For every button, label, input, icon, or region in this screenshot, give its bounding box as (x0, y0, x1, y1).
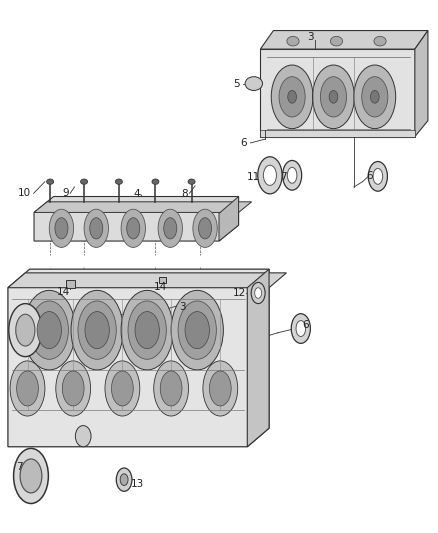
Ellipse shape (254, 288, 261, 298)
Ellipse shape (90, 217, 103, 239)
Polygon shape (247, 269, 269, 447)
Ellipse shape (47, 179, 53, 184)
Ellipse shape (17, 371, 39, 406)
Ellipse shape (271, 65, 313, 128)
Ellipse shape (84, 209, 109, 247)
Ellipse shape (283, 160, 302, 190)
Ellipse shape (78, 301, 116, 359)
Polygon shape (34, 197, 239, 241)
Ellipse shape (258, 157, 282, 194)
Polygon shape (260, 30, 428, 49)
Ellipse shape (127, 217, 140, 239)
Ellipse shape (313, 65, 354, 128)
Ellipse shape (374, 36, 386, 46)
Ellipse shape (128, 301, 166, 359)
Ellipse shape (116, 468, 132, 491)
Text: 13: 13 (131, 479, 144, 489)
Polygon shape (260, 130, 415, 136)
Ellipse shape (296, 320, 306, 336)
Text: 12: 12 (233, 288, 247, 298)
Ellipse shape (55, 217, 68, 239)
Ellipse shape (81, 179, 88, 184)
Ellipse shape (330, 36, 343, 46)
Ellipse shape (71, 290, 123, 370)
Polygon shape (34, 202, 252, 213)
Ellipse shape (62, 371, 84, 406)
Ellipse shape (30, 301, 68, 359)
Ellipse shape (75, 425, 91, 447)
Text: 9: 9 (63, 188, 69, 198)
Ellipse shape (85, 312, 110, 349)
Polygon shape (159, 277, 166, 284)
Ellipse shape (121, 209, 145, 247)
Ellipse shape (329, 91, 338, 103)
Polygon shape (219, 197, 239, 241)
Ellipse shape (362, 77, 388, 117)
Text: 6: 6 (302, 320, 308, 330)
Ellipse shape (185, 312, 209, 349)
Ellipse shape (188, 179, 195, 184)
Ellipse shape (354, 65, 396, 128)
Ellipse shape (198, 217, 212, 239)
Ellipse shape (291, 314, 311, 343)
Ellipse shape (287, 167, 297, 183)
Ellipse shape (368, 161, 388, 191)
Polygon shape (8, 273, 286, 288)
Ellipse shape (154, 361, 188, 416)
Polygon shape (66, 280, 74, 288)
Ellipse shape (263, 165, 276, 185)
Text: 14: 14 (57, 287, 70, 297)
Ellipse shape (209, 371, 231, 406)
Ellipse shape (279, 77, 305, 117)
Ellipse shape (193, 209, 217, 247)
Polygon shape (8, 269, 269, 447)
Ellipse shape (105, 361, 140, 416)
Ellipse shape (37, 312, 61, 349)
Ellipse shape (321, 77, 346, 117)
Ellipse shape (23, 290, 75, 370)
Ellipse shape (10, 361, 45, 416)
Ellipse shape (373, 168, 383, 184)
Text: 14: 14 (154, 282, 167, 292)
Ellipse shape (14, 448, 48, 504)
Ellipse shape (158, 209, 183, 247)
Ellipse shape (49, 209, 74, 247)
Polygon shape (260, 49, 415, 136)
Ellipse shape (20, 459, 42, 493)
Ellipse shape (287, 36, 299, 46)
Ellipse shape (16, 314, 35, 346)
Polygon shape (415, 30, 428, 136)
Text: 5: 5 (233, 78, 240, 88)
Ellipse shape (178, 301, 216, 359)
Ellipse shape (164, 217, 177, 239)
Ellipse shape (152, 179, 159, 184)
Text: 8: 8 (181, 189, 187, 199)
Ellipse shape (203, 361, 238, 416)
Ellipse shape (160, 371, 182, 406)
Text: 10: 10 (18, 188, 31, 198)
Ellipse shape (371, 91, 379, 103)
Ellipse shape (112, 371, 133, 406)
Text: 3: 3 (179, 302, 185, 312)
Text: 7: 7 (16, 462, 23, 472)
Ellipse shape (171, 290, 223, 370)
Ellipse shape (245, 77, 262, 91)
Text: 3: 3 (307, 32, 314, 42)
Ellipse shape (9, 304, 42, 357)
Ellipse shape (121, 290, 173, 370)
Text: 6: 6 (240, 138, 247, 148)
Text: 4: 4 (133, 189, 140, 199)
Ellipse shape (120, 474, 128, 486)
Text: 11: 11 (246, 172, 260, 182)
Ellipse shape (251, 282, 265, 304)
Ellipse shape (56, 361, 91, 416)
Ellipse shape (288, 91, 297, 103)
Ellipse shape (116, 179, 122, 184)
Ellipse shape (135, 312, 159, 349)
Text: 7: 7 (280, 172, 287, 182)
Text: 6: 6 (366, 172, 372, 181)
